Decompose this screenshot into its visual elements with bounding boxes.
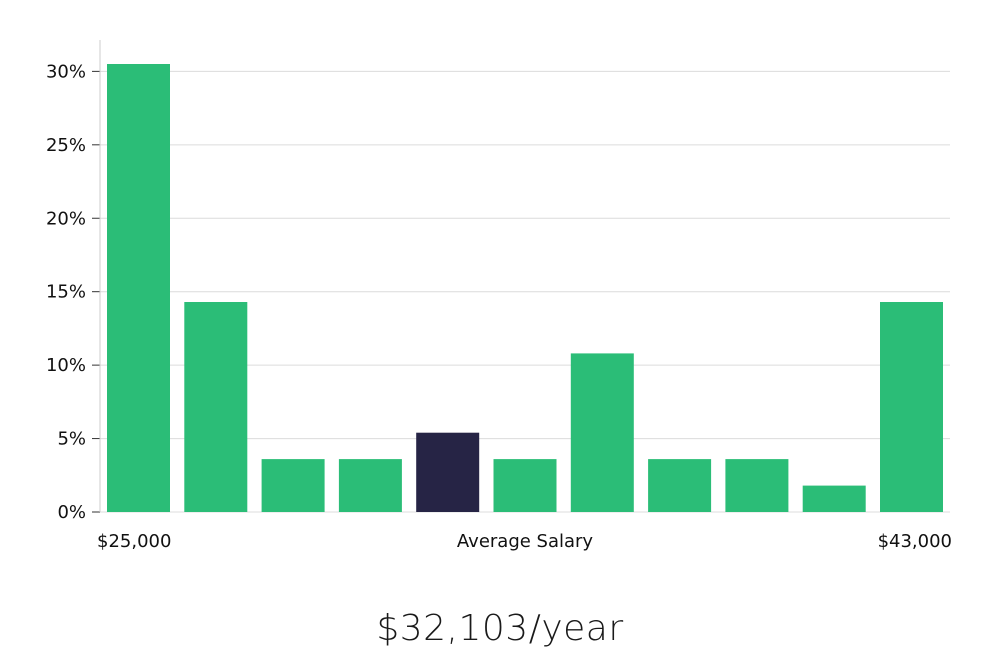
bar (802, 485, 866, 512)
bar (261, 459, 325, 512)
x-label-min: $25,000 (97, 531, 171, 552)
x-axis-title: Average Salary (457, 531, 594, 552)
bar (570, 353, 634, 512)
bar (880, 302, 943, 512)
bar (338, 459, 402, 512)
x-label-max: $43,000 (878, 531, 952, 552)
y-tick-label: 15% (46, 282, 86, 303)
y-tick-label: 5% (57, 429, 86, 450)
average-salary-value: $32,103/year (376, 608, 624, 649)
salary-histogram: 0% 5% 10% 15% 20% 25% 30% $25,000 Average Sala… (46, 40, 952, 552)
bar (648, 459, 712, 512)
bar (725, 459, 789, 512)
bars (107, 64, 943, 512)
bar (493, 459, 557, 512)
y-tick-label: 30% (46, 61, 86, 82)
bar (107, 64, 170, 512)
y-tick-label: 10% (46, 355, 86, 376)
y-tick-label: 0% (57, 502, 86, 523)
bar-average (416, 432, 480, 512)
bar (184, 302, 248, 512)
y-tick-label: 25% (46, 135, 86, 156)
y-tick-label: 20% (46, 208, 86, 229)
y-axis-ticks: 0% 5% 10% 15% 20% 25% 30% (46, 61, 100, 523)
